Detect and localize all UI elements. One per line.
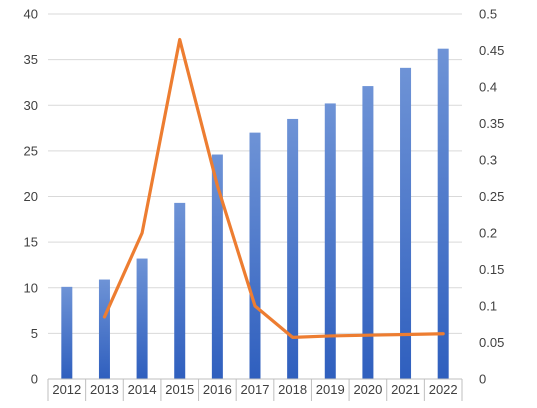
left-tick-label: 25 xyxy=(24,143,38,158)
bar xyxy=(400,67,412,380)
bar xyxy=(437,48,449,380)
right-axis: 0 0.05 0.1 0.15 0.2 0.25 0.3 0.35 0.4 0.45 0.5 xyxy=(479,7,504,387)
bar xyxy=(136,258,148,379)
left-tick-label: 30 xyxy=(24,98,38,113)
right-tick-label: 0 xyxy=(479,372,486,387)
category-axis: 2012 2013 2014 2015 2016 2017 2018 2019 2020 2021… xyxy=(47,378,463,401)
right-tick-label: 0.5 xyxy=(479,7,497,22)
left-tick-label: 15 xyxy=(24,235,38,250)
right-tick-label: 0.35 xyxy=(479,116,504,131)
bar xyxy=(362,86,374,380)
right-tick-label: 0.45 xyxy=(479,43,504,58)
category-label: 2012 xyxy=(52,382,81,397)
left-axis: 0 5 10 15 20 25 30 35 40 xyxy=(24,7,38,387)
category-label: 2014 xyxy=(128,382,157,397)
right-tick-label: 0.1 xyxy=(479,299,497,314)
category-label: 2017 xyxy=(241,382,270,397)
category-label: 2013 xyxy=(90,382,119,397)
bar xyxy=(98,279,110,379)
category-label: 2018 xyxy=(278,382,307,397)
bar xyxy=(174,202,186,379)
right-tick-label: 0.3 xyxy=(479,153,497,168)
category-label: 2016 xyxy=(203,382,232,397)
bar xyxy=(287,118,299,379)
right-tick-label: 0.05 xyxy=(479,335,504,350)
right-tick-label: 0.4 xyxy=(479,80,497,95)
category-label: 2021 xyxy=(391,382,420,397)
left-tick-label: 0 xyxy=(31,372,38,387)
left-tick-label: 20 xyxy=(24,189,38,204)
left-tick-label: 5 xyxy=(31,326,38,341)
bar-series xyxy=(61,48,449,380)
category-label: 2019 xyxy=(316,382,345,397)
right-tick-label: 0.15 xyxy=(479,262,504,277)
bar xyxy=(249,132,261,379)
left-tick-label: 35 xyxy=(24,52,38,67)
line-path xyxy=(102,37,445,339)
bar xyxy=(211,154,223,379)
category-label: 2015 xyxy=(165,382,194,397)
line-series xyxy=(102,37,445,339)
bar xyxy=(324,103,336,380)
right-tick-label: 0.2 xyxy=(479,226,497,241)
right-tick-label: 0.25 xyxy=(479,189,504,204)
bar xyxy=(61,286,73,379)
category-label: 2020 xyxy=(353,382,382,397)
category-label: 2022 xyxy=(429,382,458,397)
left-tick-label: 40 xyxy=(24,7,38,22)
left-tick-label: 10 xyxy=(24,280,38,295)
